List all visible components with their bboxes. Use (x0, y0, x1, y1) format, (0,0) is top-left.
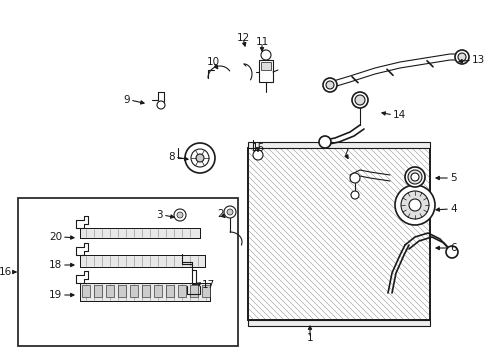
Bar (202, 285, 210, 297)
Bar (18, 198, 238, 346)
Text: 20: 20 (49, 232, 62, 242)
Circle shape (405, 167, 425, 187)
Circle shape (319, 136, 331, 148)
Circle shape (253, 150, 263, 160)
Bar (130, 285, 138, 297)
Circle shape (458, 53, 466, 61)
Circle shape (196, 154, 204, 162)
Text: 6: 6 (450, 243, 457, 253)
Bar (248, 148, 430, 320)
Bar (80, 283, 210, 301)
Bar (142, 285, 150, 297)
Bar (178, 285, 186, 297)
Circle shape (409, 199, 421, 211)
Text: 18: 18 (49, 260, 62, 270)
Text: 7: 7 (342, 148, 348, 158)
Text: 15: 15 (251, 143, 265, 153)
Circle shape (224, 206, 236, 218)
Circle shape (352, 92, 368, 108)
Text: 1: 1 (307, 333, 313, 343)
Bar (82, 285, 90, 297)
Bar (248, 148, 430, 320)
Circle shape (174, 209, 186, 221)
Circle shape (401, 191, 429, 219)
Bar (118, 285, 126, 297)
Circle shape (157, 101, 165, 109)
Text: 17: 17 (202, 280, 215, 290)
Bar (80, 255, 205, 267)
Circle shape (455, 50, 469, 64)
Bar (190, 285, 198, 297)
Circle shape (261, 50, 271, 60)
Circle shape (446, 246, 458, 258)
Circle shape (350, 173, 360, 183)
Circle shape (177, 212, 183, 218)
Text: 8: 8 (169, 152, 175, 162)
Bar (166, 285, 174, 297)
Bar (80, 283, 210, 301)
Text: 3: 3 (156, 210, 163, 220)
Circle shape (323, 78, 337, 92)
Text: 12: 12 (236, 33, 249, 43)
Bar (248, 320, 430, 326)
Text: 19: 19 (49, 290, 62, 300)
Text: 4: 4 (450, 204, 457, 214)
Text: 9: 9 (123, 95, 130, 105)
Text: 16: 16 (0, 267, 12, 277)
Bar (94, 285, 102, 297)
Bar (80, 228, 200, 238)
Circle shape (191, 149, 209, 167)
Text: 13: 13 (472, 55, 485, 65)
Circle shape (227, 209, 233, 215)
Circle shape (408, 170, 422, 184)
Circle shape (326, 81, 334, 89)
Bar (106, 285, 114, 297)
Bar (80, 255, 205, 267)
Circle shape (395, 185, 435, 225)
Bar (259, 60, 273, 82)
Text: 10: 10 (206, 57, 220, 67)
Text: 2: 2 (218, 209, 224, 219)
Bar (80, 228, 200, 238)
Circle shape (355, 95, 365, 105)
Text: 14: 14 (393, 110, 406, 120)
Circle shape (185, 143, 215, 173)
Bar (248, 142, 430, 148)
Text: 5: 5 (450, 173, 457, 183)
Bar (261, 62, 271, 70)
Text: 11: 11 (255, 37, 269, 47)
Bar (154, 285, 162, 297)
Circle shape (411, 173, 419, 181)
Circle shape (351, 191, 359, 199)
